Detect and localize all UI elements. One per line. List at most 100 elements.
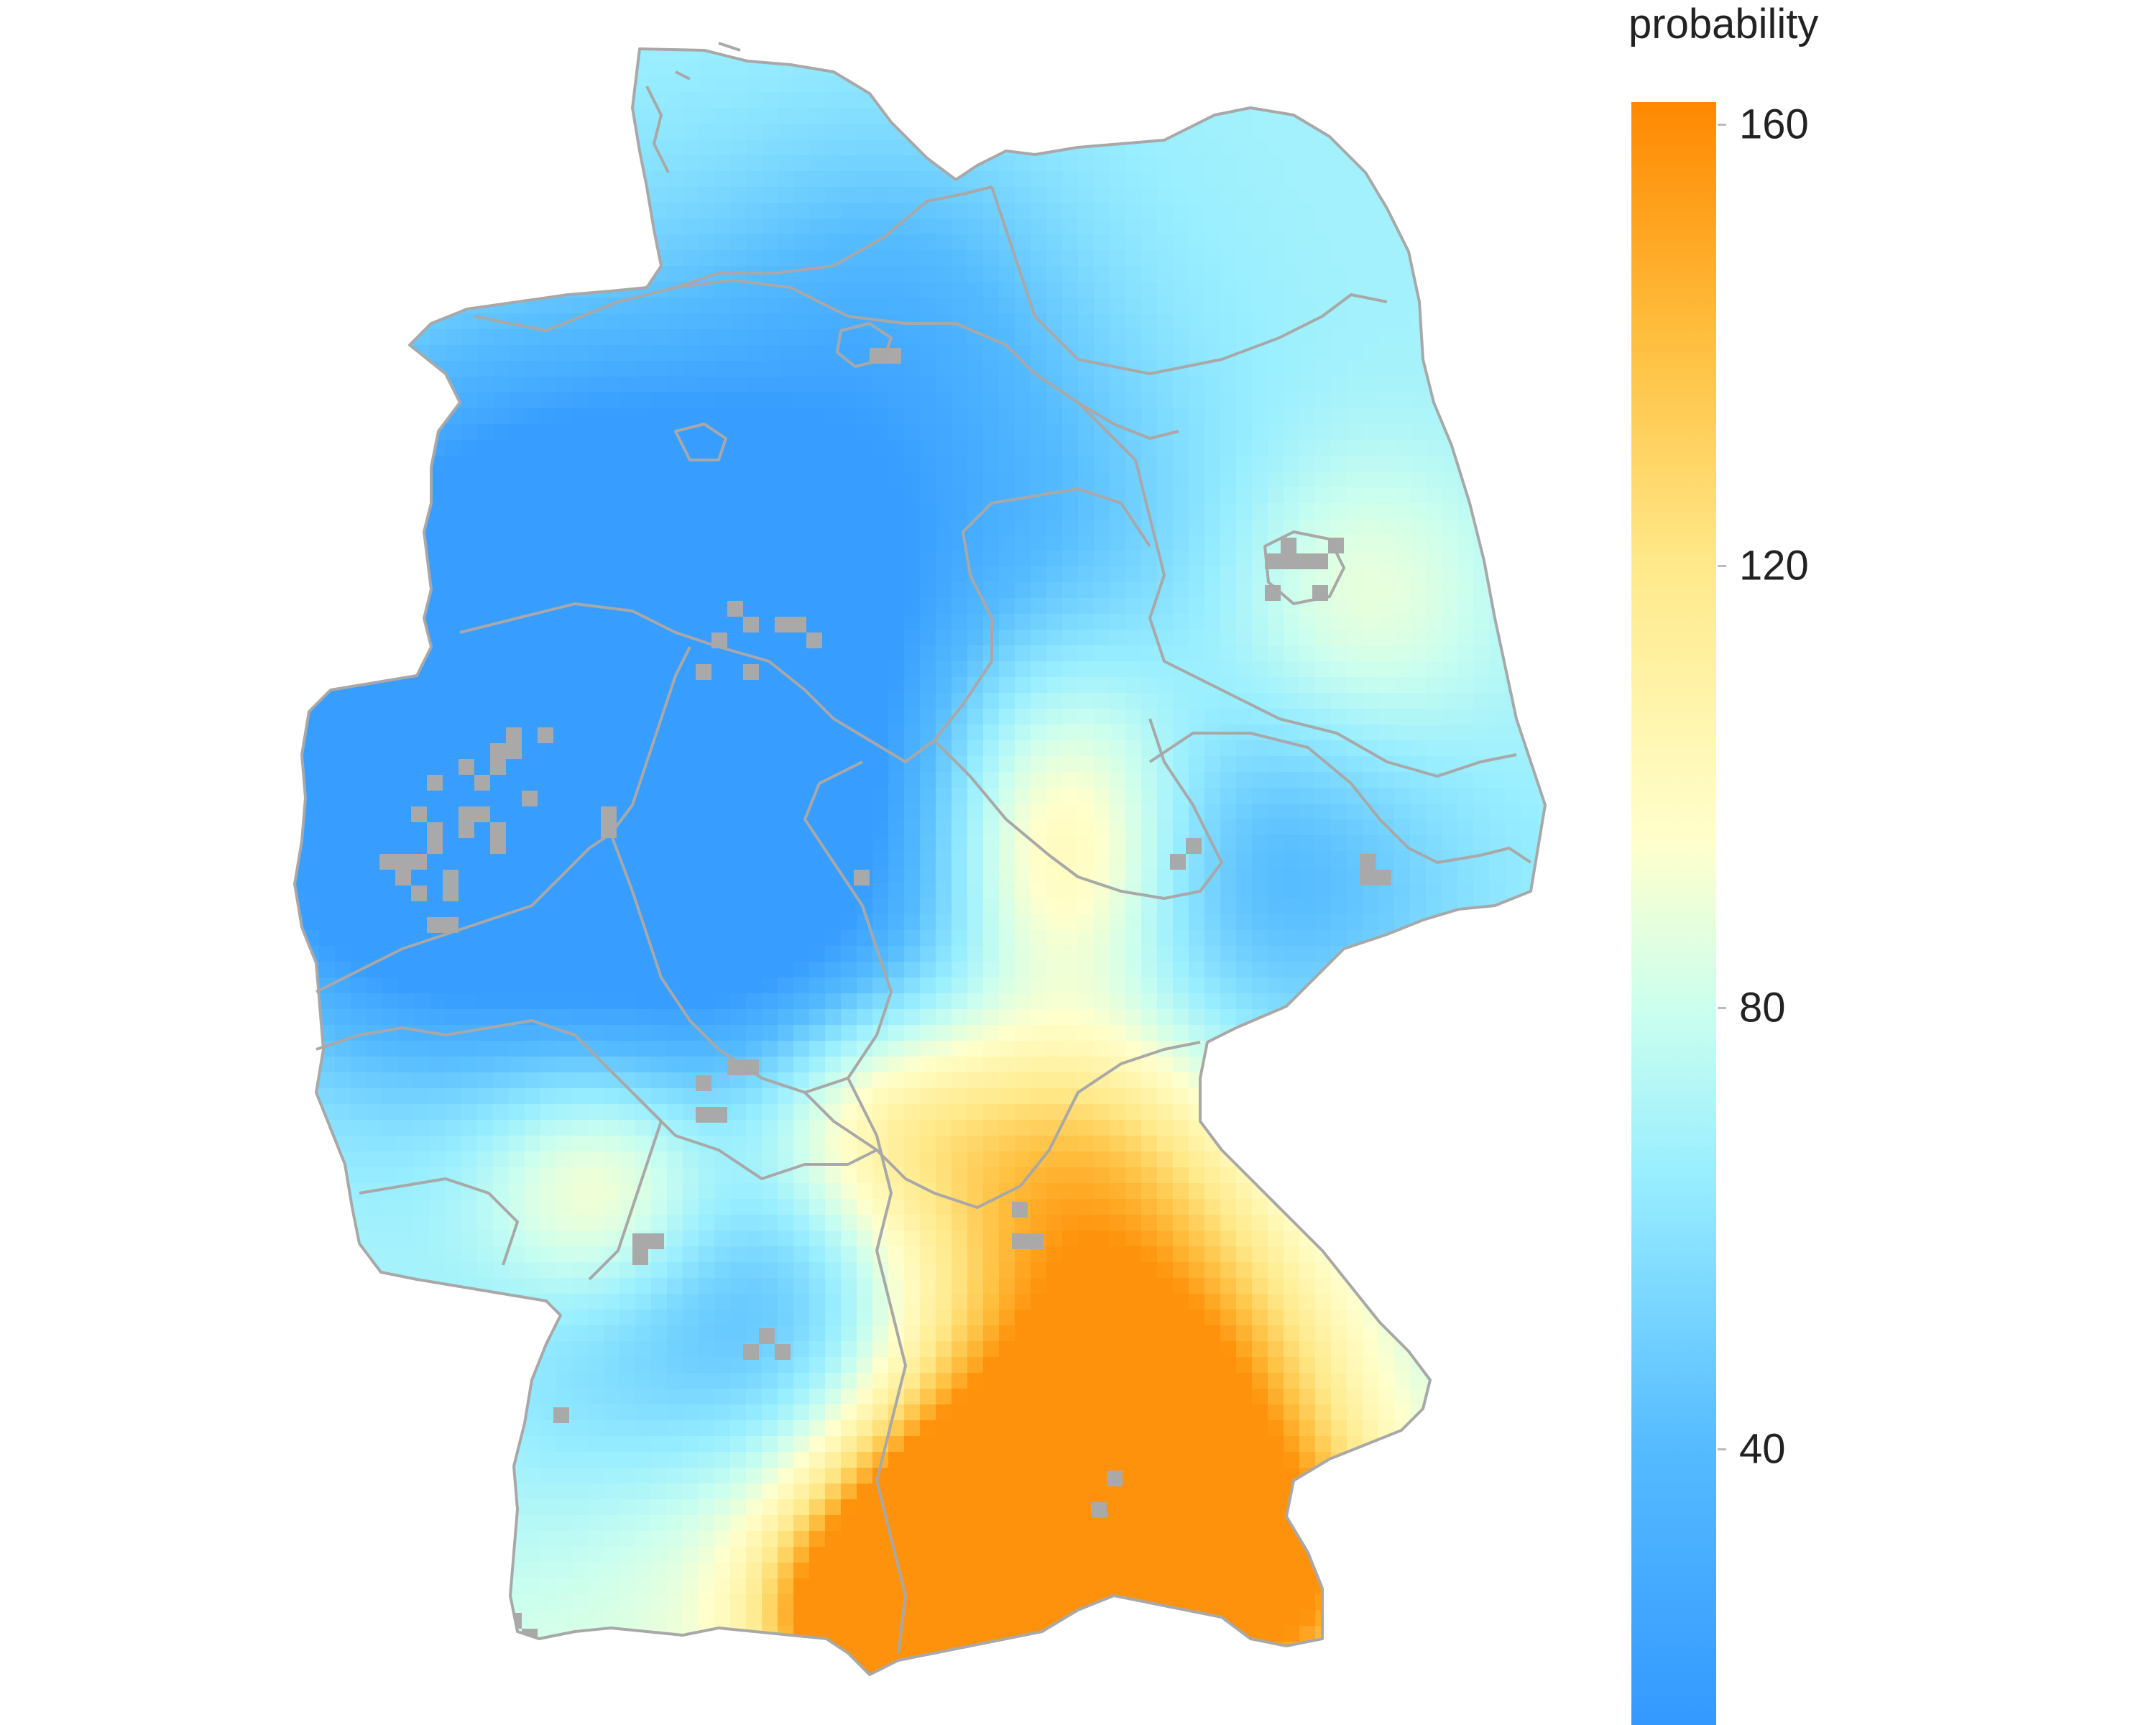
grid-cell: [509, 456, 525, 472]
grid-cell: [904, 456, 921, 472]
grid-cell: [540, 76, 557, 93]
grid-cell: [1157, 709, 1174, 725]
grid-cell: [872, 598, 889, 615]
grid-cell: [1062, 693, 1079, 709]
grid-cell: [1252, 203, 1268, 219]
grid-cell: [1473, 978, 1490, 994]
grid-cell: [1473, 377, 1490, 393]
grid-cell: [793, 313, 810, 330]
grid-cell: [1204, 139, 1221, 156]
grid-cell: [1505, 203, 1521, 219]
grid-cell: [319, 566, 336, 583]
grid-cell: [825, 614, 842, 630]
grid-cell: [1347, 898, 1363, 915]
grid-cell: [1315, 883, 1332, 899]
grid-cell: [1220, 772, 1237, 788]
grid-cell: [1457, 598, 1474, 615]
grid-cell: [367, 361, 383, 377]
grid-cell: [1537, 693, 1553, 709]
grid-cell: [1363, 835, 1379, 852]
grid-cell: [730, 298, 747, 314]
grid-cell: [1094, 693, 1110, 709]
grid-cell: [382, 598, 399, 615]
grid-cell: [872, 266, 889, 282]
grid-cell: [556, 962, 573, 978]
grid-cell: [699, 582, 715, 599]
grid-cell: [983, 124, 1000, 140]
grid-cell: [1347, 440, 1363, 456]
grid-cell: [888, 551, 905, 567]
grid-cell: [714, 566, 731, 583]
grid-cell: [1062, 408, 1079, 425]
grid-cell: [1552, 60, 1569, 77]
grid-cell: [1299, 962, 1316, 978]
grid-cell: [1220, 582, 1237, 599]
grid-cell: [351, 898, 367, 915]
grid-cell: [1125, 313, 1142, 330]
grid-cell: [382, 724, 399, 741]
grid-cell: [1521, 709, 1537, 725]
grid-cell: [1315, 487, 1332, 504]
grid-cell: [1284, 851, 1300, 868]
grid-cell: [509, 772, 525, 788]
grid-cell: [1062, 313, 1079, 330]
grid-cell: [414, 740, 430, 757]
grid-cell: [762, 819, 778, 836]
grid-cell: [651, 45, 668, 61]
grid-cell: [1473, 804, 1490, 820]
grid-cell: [1284, 234, 1300, 251]
grid-cell: [1537, 677, 1553, 694]
grid-cell: [1410, 392, 1427, 409]
grid-cell: [287, 551, 304, 567]
grid-cell: [1173, 519, 1189, 535]
grid-cell: [398, 978, 415, 994]
grid-cell: [730, 218, 747, 235]
grid-cell: [1094, 29, 1110, 45]
grid-cell: [825, 740, 842, 757]
grid-cell: [651, 914, 668, 931]
grid-cell: [1537, 108, 1553, 124]
grid-cell: [1252, 361, 1268, 377]
grid-cell: [983, 234, 1000, 251]
grid-cell: [1015, 551, 1031, 567]
grid-cell: [335, 677, 351, 694]
grid-cell: [967, 946, 984, 962]
grid-cell: [446, 171, 462, 188]
grid-cell: [1394, 487, 1411, 504]
grid-cell: [872, 835, 889, 852]
grid-cell: [635, 835, 652, 852]
grid-cell: [872, 867, 889, 883]
grid-cell: [872, 29, 889, 45]
grid-cell: [1141, 440, 1158, 456]
grid-cell: [793, 930, 810, 947]
grid-cell: [683, 218, 699, 235]
grid-cell: [1489, 788, 1506, 804]
grid-cell: [367, 551, 383, 567]
grid-cell: [1473, 661, 1490, 678]
grid-cell: [461, 155, 478, 172]
grid-cell: [841, 266, 857, 282]
grid-cell: [967, 218, 984, 235]
grid-cell: [651, 582, 668, 599]
grid-cell: [809, 614, 826, 630]
grid-cell: [1015, 898, 1031, 915]
grid-cell: [746, 361, 763, 377]
grid-cell: [461, 250, 478, 267]
grid-cell: [1442, 978, 1458, 994]
grid-cell: [1236, 155, 1253, 172]
grid-cell: [1284, 946, 1300, 962]
grid-cell: [1489, 124, 1506, 140]
grid-cell: [382, 819, 399, 836]
grid-cell: [1204, 250, 1221, 267]
grid-cell: [1062, 250, 1079, 267]
grid-cell: [1347, 661, 1363, 678]
grid-cell: [952, 345, 968, 362]
grid-cell: [1173, 914, 1189, 931]
grid-cell: [857, 108, 873, 124]
grid-cell: [1284, 693, 1300, 709]
grid-cell: [319, 124, 336, 140]
grid-cell: [604, 535, 620, 551]
grid-cell: [872, 456, 889, 472]
grid-cell: [1426, 756, 1442, 773]
grid-cell: [999, 978, 1015, 994]
